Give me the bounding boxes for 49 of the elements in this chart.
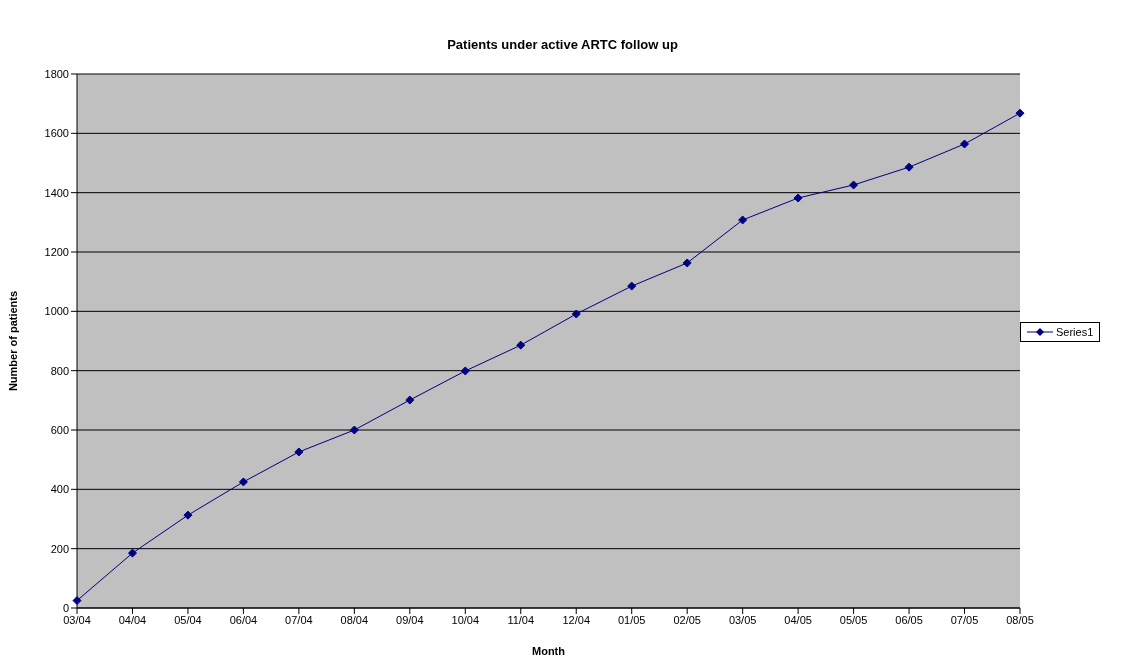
x-tick-label: 04/04 <box>118 613 147 626</box>
x-tick-label: 01/05 <box>617 613 646 626</box>
y-tick-label: 1400 <box>44 186 69 199</box>
point <box>849 180 859 190</box>
point <box>627 281 637 291</box>
x-tick-label: 10/04 <box>451 613 480 626</box>
chart-title: Patients under active ARTC follow up <box>446 37 679 52</box>
point <box>460 366 470 376</box>
x-tick-label: 09/04 <box>396 613 424 626</box>
point <box>793 193 803 203</box>
x-tick-label: 08/05 <box>1006 613 1034 626</box>
x-tick-label: 07/05 <box>950 613 979 626</box>
x-tick-label: 05/05 <box>839 613 868 626</box>
y-tick-label: 1800 <box>44 67 69 80</box>
y-tick-label: 1000 <box>44 305 69 318</box>
x-tick-label: 06/05 <box>895 613 923 626</box>
y-tick-label: 600 <box>50 423 69 436</box>
legend-label: Series1 <box>1056 325 1094 338</box>
x-axis-title: Month <box>532 645 566 657</box>
x-tick-label: 08/04 <box>340 613 369 626</box>
point <box>183 510 193 520</box>
y-tick-label: 800 <box>50 364 69 377</box>
x-tick-label: 02/05 <box>673 613 701 626</box>
point <box>349 425 359 435</box>
x-tick-label: 06/04 <box>229 613 258 626</box>
point <box>571 309 581 319</box>
point <box>682 258 692 268</box>
x-tick-label: 05/04 <box>174 613 202 626</box>
point <box>516 340 526 350</box>
point <box>127 548 137 558</box>
y-tick-label: 0 <box>62 601 69 614</box>
point <box>1015 108 1025 118</box>
x-tick-label: 11/04 <box>507 613 535 626</box>
y-tick-label: 400 <box>50 483 69 496</box>
x-tick-label: 07/04 <box>285 613 313 626</box>
point <box>904 162 914 172</box>
point <box>405 395 415 405</box>
point <box>238 477 248 487</box>
x-tick-label: 03/05 <box>728 613 757 626</box>
x-tick-label: 04/05 <box>784 613 812 626</box>
x-tick-label: 03/04 <box>63 613 91 626</box>
y-tick-label: 200 <box>50 542 69 555</box>
point <box>960 139 970 149</box>
point <box>738 215 748 225</box>
y-tick-label: 1600 <box>44 127 69 140</box>
point <box>294 447 304 457</box>
y-tick-label: 1200 <box>44 245 69 258</box>
x-tick-label: 12/04 <box>562 613 590 626</box>
y-axis-title: Number of patients <box>6 290 19 392</box>
